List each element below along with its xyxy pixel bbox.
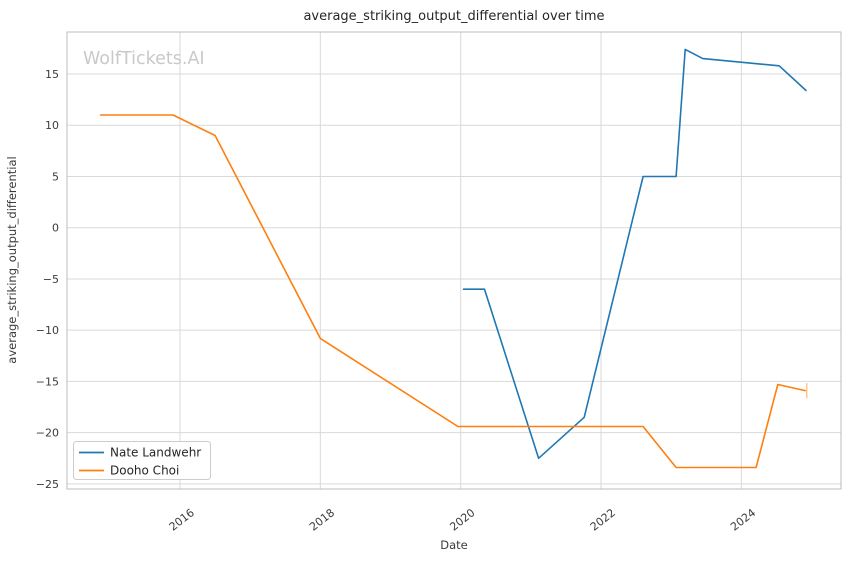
y-tick-label: 10 — [45, 119, 59, 132]
legend-frame — [73, 441, 211, 480]
y-tick-label: 5 — [52, 170, 59, 183]
x-axis-label: Date — [440, 538, 468, 552]
series-line-dooho-choi — [99, 114, 807, 469]
watermark-logo: WolfTickets.AI — [83, 49, 205, 69]
legend-label-dooho-choi: Dooho Choi — [110, 464, 179, 478]
y-tick-label: −10 — [36, 324, 59, 337]
x-tick-label: 2020 — [447, 506, 477, 533]
legend-label-nate-landwehr: Nate Landwehr — [110, 446, 201, 460]
plot-border — [66, 31, 842, 490]
x-tick-label: 2022 — [588, 506, 618, 533]
x-tick-label: 2024 — [728, 506, 758, 533]
y-tick-label: 15 — [45, 68, 59, 81]
y-tick-label: −15 — [36, 375, 59, 388]
legend: Nate Landwehr Dooho Choi — [73, 441, 211, 480]
y-tick-label: −5 — [43, 273, 59, 286]
plot-area: 15 10 5 0 −5 −10 −15 −20 −25 2016 2018 2020 2022 2024 — [36, 31, 842, 534]
y-tick-label: −20 — [36, 427, 59, 440]
y-tick-label: −25 — [36, 478, 59, 491]
chart-title: average_striking_output_differential ove… — [303, 9, 604, 24]
y-axis-label: average_striking_output_differential — [5, 156, 19, 363]
series-line-nate-landwehr — [462, 48, 807, 460]
x-tick-label: 2016 — [167, 506, 197, 533]
x-tick-label: 2018 — [307, 506, 337, 533]
y-tick-label: 0 — [52, 222, 59, 235]
